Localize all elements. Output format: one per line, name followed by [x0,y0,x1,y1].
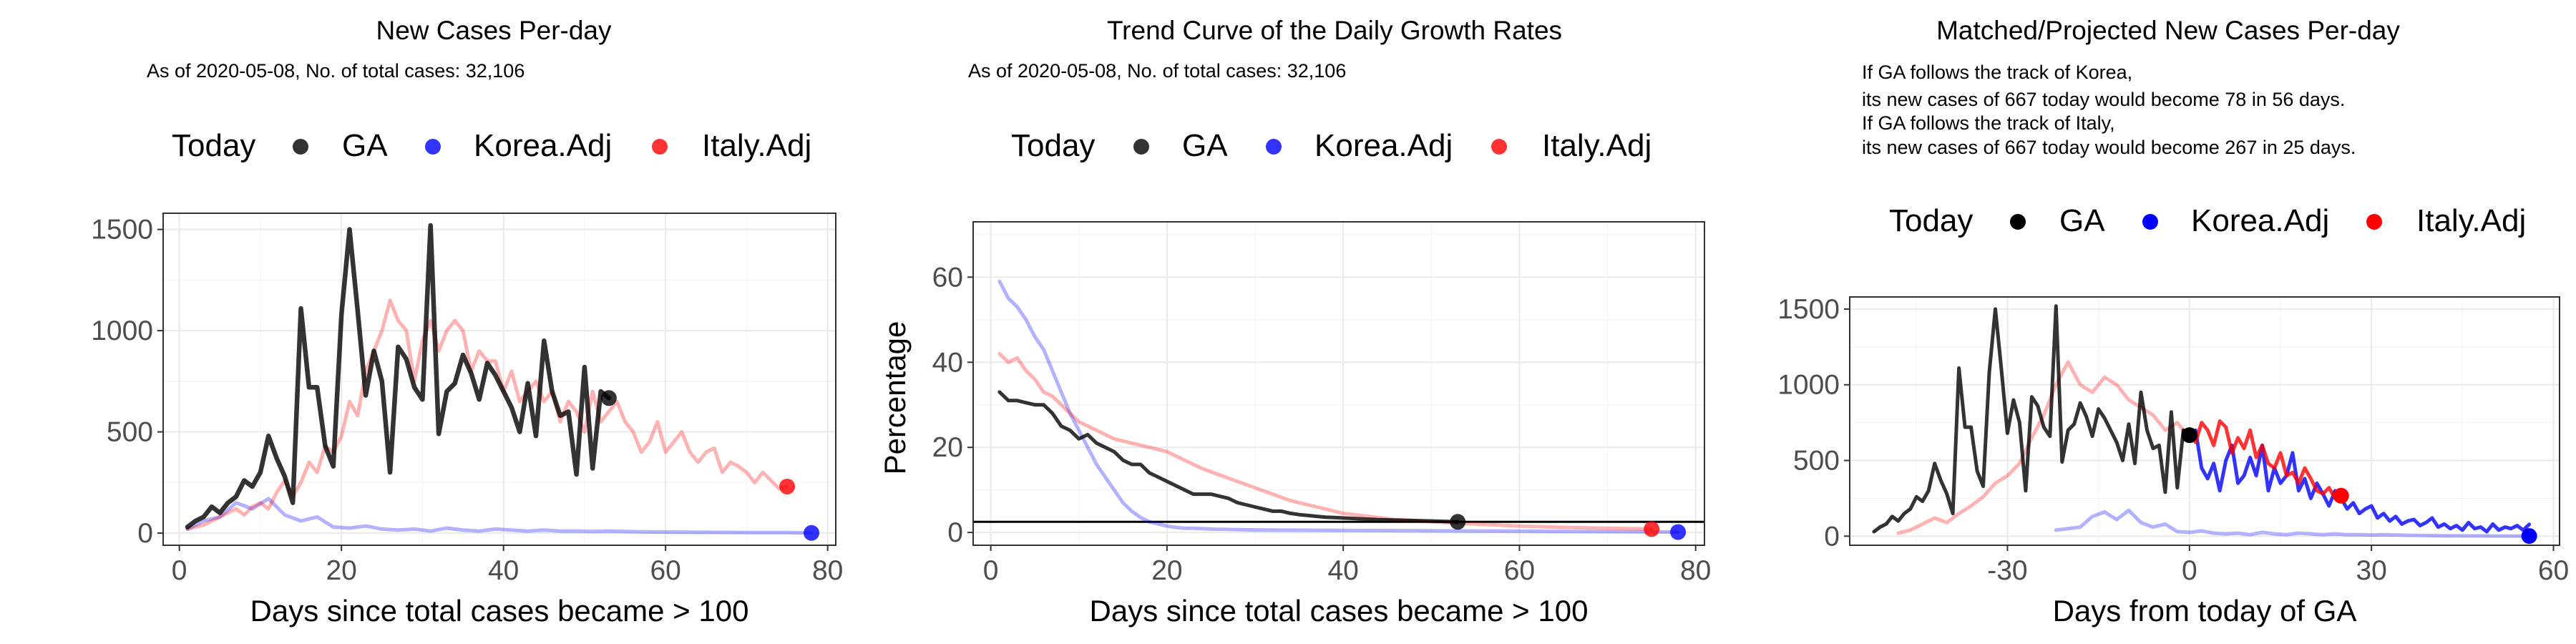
legend-title: Today [1011,128,1095,163]
series-line-ga [185,223,612,530]
legend: Today GA Korea.Adj Italy.Adj [1011,128,1652,163]
legend-label-ga: GA [2059,203,2105,238]
today-point-ga [2181,427,2197,444]
panel-projected: Matched/Projected New Cases Per-day If G… [1777,16,2569,628]
x-tick-label: 60 [650,555,680,586]
chart-subtitle-line: its new cases of 667 today would become … [1862,89,2345,110]
legend-label-ga: GA [342,128,388,163]
chart-subtitle: As of 2020-05-08, No. of total cases: 32… [147,60,525,82]
today-point-ga [1450,514,1466,530]
plot-background [1850,297,2560,545]
legend-label-korea: Korea.Adj [1314,128,1453,163]
y-tick-label: 0 [947,517,963,548]
legend-swatch-italy [2366,214,2382,230]
legend: Today GA Korea.Adj Italy.Adj [1889,203,2526,238]
plot-area: 0 20 40 60 80 0 20 40 60 Days since total cases b… [878,221,1711,628]
plot-background [973,222,1704,545]
y-tick-label: 60 [932,262,963,293]
series-line-korea-adj [185,497,814,535]
legend: Today GA Korea.Adj Italy.Adj [172,128,811,163]
series-line-ga [997,390,1460,524]
legend-swatch-italy [1491,139,1507,155]
y-tick-label: 1500 [1777,294,1840,325]
x-tick-label: 0 [983,555,999,586]
y-tick-label: 500 [1793,446,1840,477]
x-axis-label: Days from today of GA [2053,594,2357,628]
legend-label-italy: Italy.Adj [1542,128,1652,163]
legend-swatch-ga [2010,214,2026,230]
legend-label-ga: GA [1182,128,1228,163]
x-axis-label: Days since total cases became > 100 [250,594,749,628]
x-tick-label: 20 [326,555,356,586]
legend-swatch-korea [2142,214,2158,230]
today-point-korea-adj [804,525,820,541]
legend-label-korea: Korea.Adj [2191,203,2329,238]
x-tick-label: 60 [1504,555,1535,586]
panel-growth-rates: Trend Curve of the Daily Growth Rates As… [878,16,1711,628]
x-tick-label: 0 [172,555,187,586]
today-point-italy-adj [1644,521,1660,537]
y-tick-label: 1500 [91,215,153,245]
legend-title: Today [172,128,255,163]
x-tick-label: 20 [1151,555,1182,586]
x-tick-label: -30 [1987,555,2027,586]
x-tick-label: 80 [1680,555,1711,586]
legend-swatch-ga [293,139,308,155]
today-point-korea-adj [1670,524,1687,540]
x-tick-label: 30 [2356,555,2386,586]
x-tick-label: 60 [2538,555,2569,586]
plot-border [972,221,1705,546]
y-tick-label: 1000 [1777,370,1840,401]
legend-swatch-korea [425,139,441,155]
legend-title: Today [1889,203,1973,238]
y-tick-label: 500 [107,417,153,448]
y-axis-label: Percentage [878,321,912,475]
chart-subtitle-line: its new cases of 667 today would become … [1862,137,2356,158]
x-tick-label: 0 [2182,555,2197,586]
legend-swatch-korea [1266,139,1282,155]
legend-label-italy: Italy.Adj [2416,203,2526,238]
today-point-italy-adj [779,478,796,494]
chart-subtitle: As of 2020-05-08, No. of total cases: 32… [968,60,1346,82]
plot-area: 0 20 40 60 80 0 500 1000 1500 Days since total ca… [91,213,843,628]
plot-area: -30 0 30 60 0 500 1000 1500 Days from today of G… [1777,294,2569,628]
series-line-italy-adj [2187,419,2343,500]
y-tick-label: 0 [1824,521,1840,552]
series-line-korea-adj [997,279,1680,535]
x-tick-label: 40 [488,555,519,586]
plot-border [162,213,836,546]
legend-label-italy: Italy.Adj [702,128,811,163]
x-tick-label: 40 [1327,555,1358,586]
y-tick-label: 1000 [91,316,153,346]
series-line-korea-adj-history- [2054,508,2532,538]
chart-title: Matched/Projected New Cases Per-day [1936,16,2400,45]
panel-new-cases: New Cases Per-day As of 2020-05-08, No. … [91,16,843,628]
chart-subtitle-line: If GA follows the track of Italy, [1862,112,2115,134]
chart-title: Trend Curve of the Daily Growth Rates [1107,16,1562,45]
chart-subtitle-line: If GA follows the track of Korea, [1862,62,2132,83]
legend-label-korea: Korea.Adj [474,128,612,163]
y-tick-label: 40 [932,347,963,378]
x-tick-label: 80 [812,555,843,586]
legend-swatch-italy [652,139,668,155]
legend-swatch-ga [1133,139,1149,155]
today-point-ga [600,390,617,406]
y-tick-label: 0 [137,518,153,549]
plot-border [1849,296,2560,546]
chart-title: New Cases Per-day [376,16,612,45]
today-point-korea-adj [2521,528,2537,545]
x-axis-label: Days since total cases became > 100 [1090,594,1589,628]
series-line-ga [1872,304,2192,534]
today-point-italy-adj [2333,487,2349,504]
y-tick-label: 20 [932,432,963,463]
series-line-korea-adj [2187,428,2532,534]
